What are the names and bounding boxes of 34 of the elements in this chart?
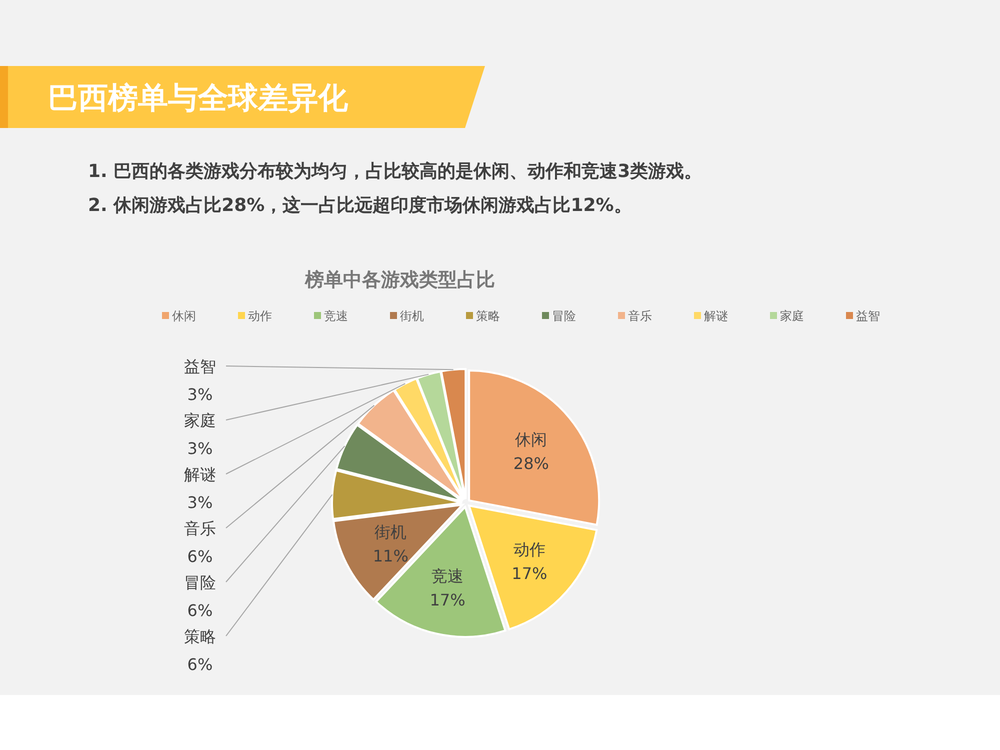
data-label: 3% xyxy=(187,439,213,458)
chart-subtitle: 榜单中各游戏类型占比 xyxy=(304,269,495,291)
slice-label: 策略 xyxy=(184,627,216,646)
data-label: 11% xyxy=(372,546,408,566)
text: 1. 巴西的各类游戏分布较为均匀，占比较高的是休闲、动作和竞速3类游戏。 xyxy=(88,161,702,182)
data-label: 3% xyxy=(187,493,213,512)
data-label: 3% xyxy=(187,385,213,404)
chart-title: 巴西榜单与全球差异化 xyxy=(48,81,349,116)
data-label: 28% xyxy=(513,454,549,474)
data-label: 6% xyxy=(187,601,213,620)
legend-label: 解谜 xyxy=(704,309,728,323)
text: 2. 休闲游戏占比28%，这一占比远超印度市场休闲游戏占比12%。 xyxy=(88,195,632,216)
legend-label: 动作 xyxy=(248,309,272,323)
data-label: 6% xyxy=(187,547,213,566)
slice-label: 家庭 xyxy=(184,411,216,430)
legend-label: 音乐 xyxy=(628,309,652,323)
data-label: 6% xyxy=(187,655,213,674)
slice-label: 竞速 xyxy=(432,566,464,586)
slice-label: 冒险 xyxy=(184,573,216,592)
legend-label: 策略 xyxy=(476,309,500,323)
legend-label: 家庭 xyxy=(780,309,804,323)
legend-label: 街机 xyxy=(400,309,424,323)
legend-label: 益智 xyxy=(856,309,880,323)
data-label: 17% xyxy=(512,564,548,583)
legend-label: 冒险 xyxy=(552,309,576,323)
legend-label: 竞速 xyxy=(324,309,348,323)
data-label: 17% xyxy=(430,590,466,610)
slice-label: 街机 xyxy=(374,522,407,542)
slice-label: 解谜 xyxy=(184,465,216,484)
slice-label: 益智 xyxy=(184,357,216,376)
slice-label: 动作 xyxy=(513,540,546,559)
slice-label: 音乐 xyxy=(184,519,216,538)
slice-label: 休闲 xyxy=(515,430,548,450)
legend-label: 休闲 xyxy=(172,309,196,323)
